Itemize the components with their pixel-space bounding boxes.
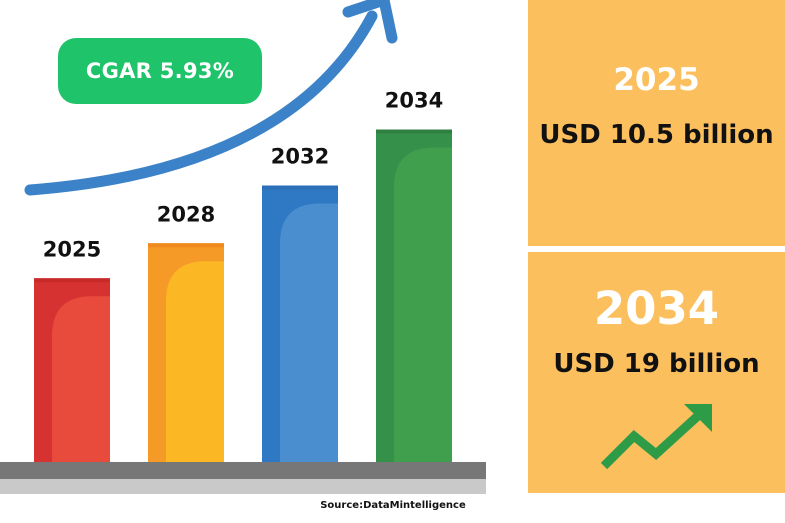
panel-divider (528, 246, 785, 252)
bar-highlight (166, 261, 224, 462)
bar-2025: 2025 (34, 237, 110, 462)
bar-top (148, 243, 224, 248)
bar-label-2025: 2025 (43, 237, 101, 261)
bar-top (34, 278, 110, 283)
bar-top (262, 185, 338, 190)
bar-highlight (280, 203, 338, 462)
bar-2034: 2034 (376, 89, 452, 462)
growth-arrow-icon (24, 0, 398, 196)
bar-highlight (52, 296, 110, 462)
floor-bar (0, 462, 486, 479)
bar-label-2032: 2032 (271, 145, 329, 169)
cagr-label: CGAR 5.93% (85, 59, 235, 83)
bar-label-2034: 2034 (385, 89, 443, 113)
bar-2028: 2028 (148, 202, 224, 462)
bar-2032: 2032 (262, 145, 338, 462)
bars-layer: 2025 2028 2032 2034 (34, 89, 452, 462)
bar-label-2028: 2028 (157, 202, 215, 226)
bar-top (376, 129, 452, 134)
panel-value-2025: USD 10.5 billion (539, 120, 774, 150)
panel-2025: 2025 USD 10.5 billion (528, 0, 785, 246)
floor-shadow (0, 479, 486, 494)
bar-highlight (394, 147, 452, 462)
cagr-badge: CGAR 5.93% (58, 38, 262, 104)
trend-up-icon (600, 404, 712, 470)
panel-year-2025: 2025 (613, 62, 700, 98)
panel-year-2034: 2034 (593, 282, 720, 335)
source-label: Source:DataMintelligence (320, 500, 466, 511)
panel-value-2034: USD 19 billion (553, 349, 760, 379)
